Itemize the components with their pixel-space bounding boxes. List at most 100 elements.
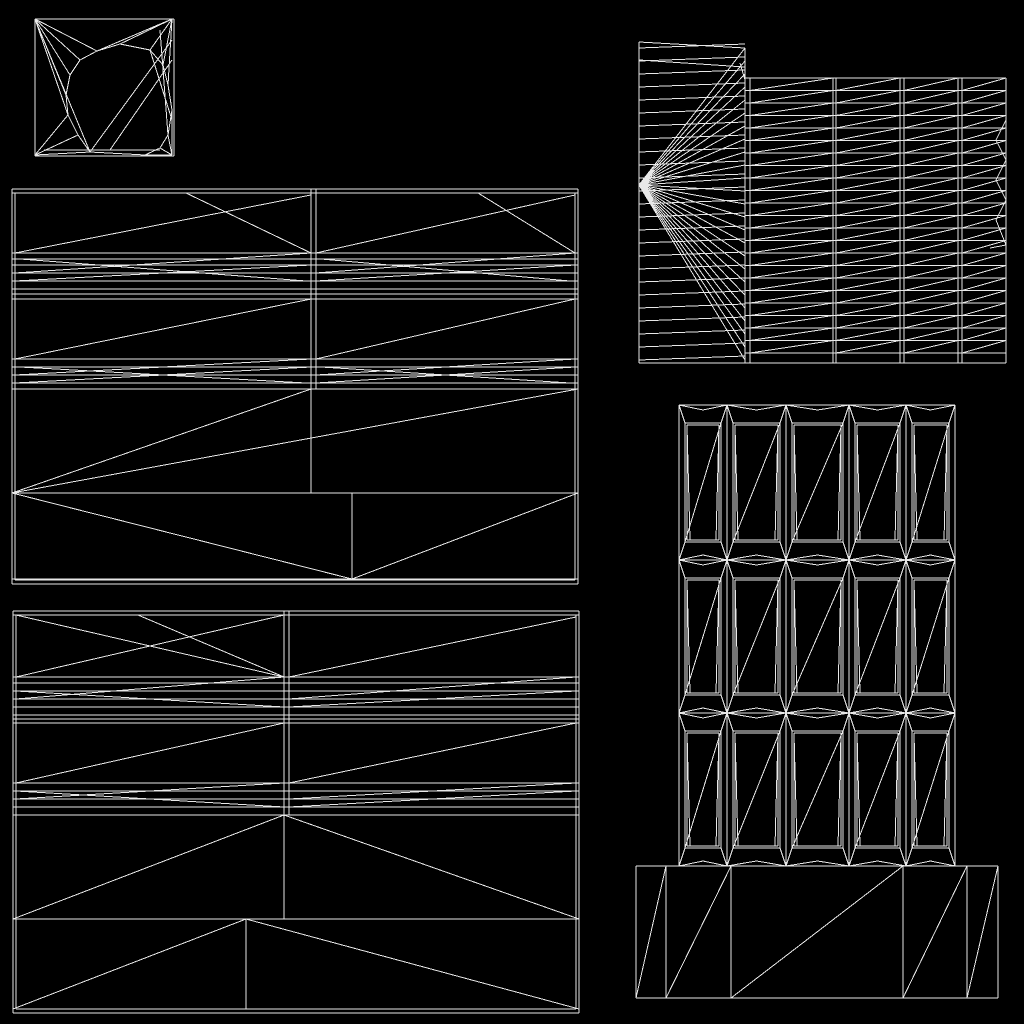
uv-edge [905, 554, 931, 561]
uv-edge [702, 712, 728, 719]
uv-edge [702, 860, 728, 867]
uv-edge [995, 179, 1007, 201]
uv-edge [961, 190, 1007, 204]
uv-edge [948, 712, 956, 732]
uv-edge [288, 676, 577, 700]
uv-edge [749, 77, 834, 91]
uv-edge [67, 114, 79, 136]
uv-edge [638, 151, 746, 186]
uv-edge [749, 90, 834, 104]
uv-edge [638, 184, 746, 257]
uv-edge [903, 315, 959, 329]
uv-edge [961, 77, 1007, 91]
uv-edge [961, 102, 1007, 116]
uv-edge [749, 340, 834, 354]
uv-edge [903, 152, 959, 166]
uv-edge [835, 140, 901, 154]
uv-edge [930, 712, 956, 719]
uv-edge [638, 342, 746, 348]
uv-edge [638, 290, 746, 296]
uv-edge [903, 102, 959, 116]
uv-edge [288, 722, 577, 784]
uv-edge [11, 388, 579, 494]
uv-edge [817, 554, 850, 561]
uv-edge [15, 722, 285, 784]
uv-edge [785, 712, 793, 732]
uv-edge [793, 424, 798, 541]
uv-edge [779, 404, 787, 424]
uv-edge [793, 579, 798, 694]
uv-edge [930, 559, 956, 566]
uv-edge [684, 577, 722, 696]
uv-edge [638, 59, 746, 68]
uv-edge [159, 147, 173, 156]
uv-edge [961, 340, 1007, 354]
uv-edge [961, 177, 1007, 191]
uv-edge [961, 165, 1007, 179]
uv-edge [854, 577, 901, 696]
uv-edge [726, 694, 734, 714]
upper-left-panel-island [11, 188, 579, 585]
uv-edge [877, 404, 907, 411]
uv-edge [749, 315, 834, 329]
uv-edge [678, 559, 704, 566]
uv-edge [903, 202, 959, 216]
uv-edge [995, 119, 1007, 141]
uv-edge [739, 62, 746, 81]
uv-edge [842, 694, 850, 714]
uv-edge [749, 190, 834, 204]
uv-edge [702, 554, 728, 561]
uv-edge [835, 252, 901, 266]
uv-edge [911, 422, 950, 543]
uv-edge [749, 165, 834, 179]
uv-edge [167, 134, 173, 156]
uv-edge [848, 404, 878, 411]
uv-edge [162, 18, 173, 66]
uv-edge [930, 860, 956, 867]
uv-edge [899, 404, 907, 424]
uv-edge [835, 327, 901, 341]
uv-edge [726, 707, 757, 714]
uv-edge [749, 215, 834, 229]
uv-edge [34, 18, 98, 52]
uv-edge [635, 865, 667, 999]
uv-edge [877, 860, 907, 867]
fan-grid-island [638, 41, 1007, 364]
uv-edge [638, 238, 746, 244]
uv-edge [785, 712, 818, 719]
uv-edge [12, 918, 247, 1010]
uv-edge [961, 215, 1007, 229]
uv-edge [842, 404, 850, 424]
uv-edge [966, 865, 999, 999]
uv-edge [638, 184, 746, 244]
uv-edge [961, 327, 1007, 341]
column-grid-island [678, 404, 956, 867]
uv-edge [678, 541, 686, 561]
uv-edge [65, 74, 71, 96]
uv-edge [961, 277, 1007, 291]
uv-edge [749, 252, 834, 266]
uv-edge [837, 732, 842, 847]
uv-edge [848, 694, 856, 714]
uv-edge [638, 164, 746, 186]
uv-edge [726, 712, 734, 732]
uv-edge [715, 424, 720, 541]
uv-edge [848, 554, 878, 561]
uv-edge [638, 251, 746, 257]
uv-edge [961, 252, 1007, 266]
uv-edge [288, 690, 577, 708]
uv-edge [715, 579, 720, 694]
uv-edge [678, 694, 686, 714]
uv-edge [638, 355, 746, 361]
uv-edge [638, 184, 746, 192]
uv-edge [894, 424, 899, 541]
uv-edge [686, 424, 691, 541]
uv-edge [720, 541, 728, 561]
uv-edge [749, 240, 834, 254]
uv-edge [638, 184, 746, 322]
uv-edge [638, 184, 746, 361]
uv-edge [34, 151, 91, 156]
uv-edge [167, 18, 173, 86]
uv-edge [638, 225, 746, 231]
uv-edge [903, 115, 959, 129]
